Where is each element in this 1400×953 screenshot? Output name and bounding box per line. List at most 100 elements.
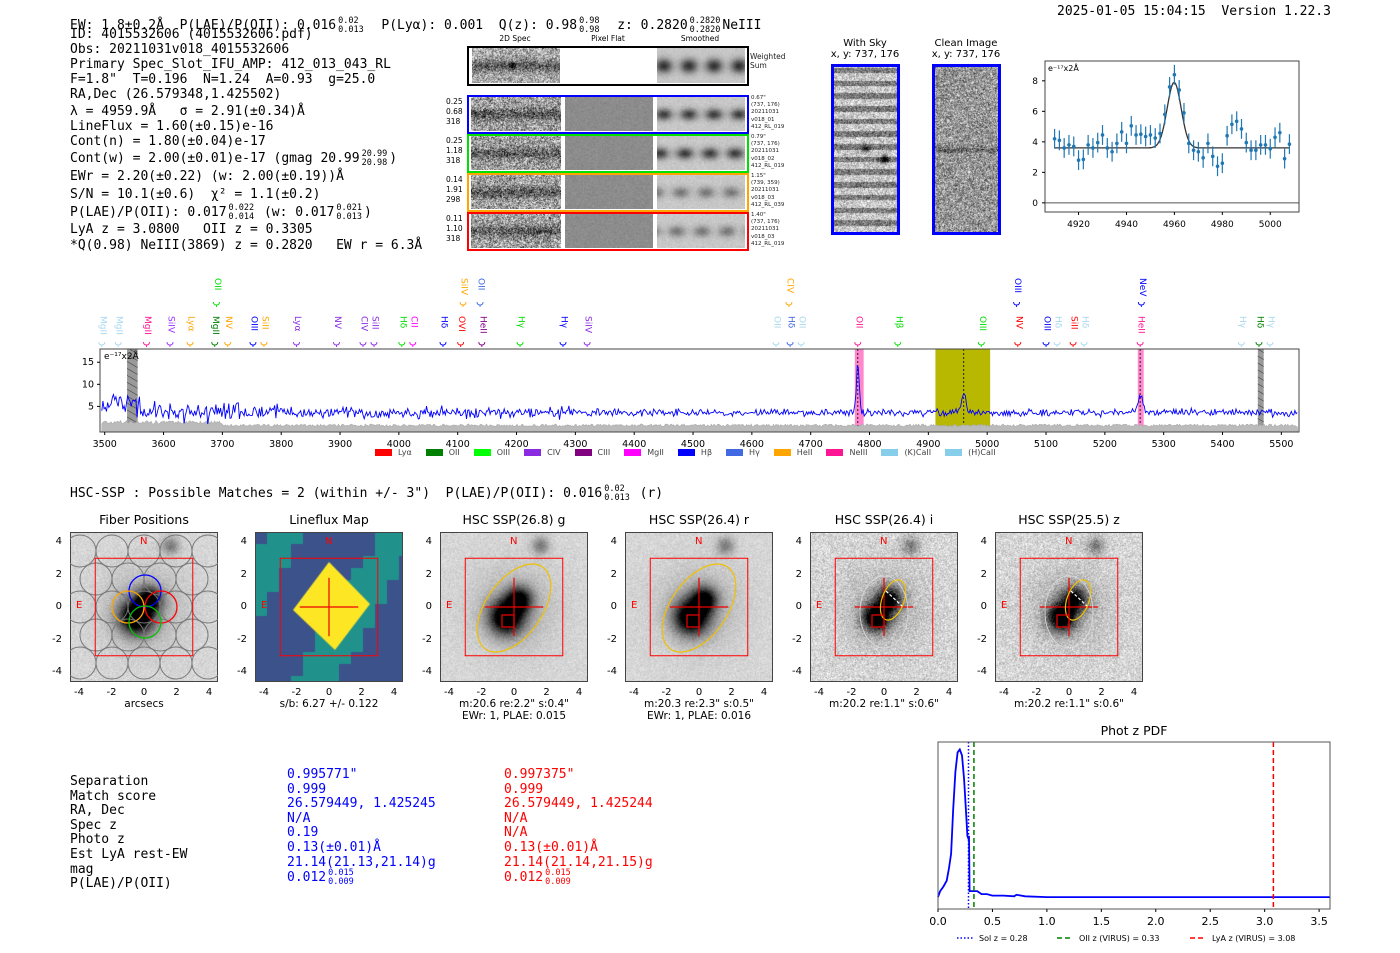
- cutout-title: Fiber Positions: [99, 512, 189, 527]
- search-box: [649, 557, 749, 657]
- search-box: [1019, 557, 1119, 657]
- x-tick-label: 4: [575, 687, 583, 698]
- gmag-range: 20.99 20.98: [362, 150, 388, 167]
- cutout-caption: EWr: 1, PLAE: 0.016: [646, 710, 752, 722]
- full-spectrum-plot: 3500 3600 3700 3800 3900 4000 4100 4200 4300 4400…: [82, 348, 1300, 450]
- legend-label: Lyα: [398, 448, 412, 457]
- y-tick-label: 0: [610, 601, 617, 612]
- data-point: [1134, 133, 1138, 137]
- line-label-brace: [224, 341, 232, 347]
- x-tick-label: 4960: [1163, 220, 1186, 230]
- data-point: [1110, 149, 1114, 154]
- line-label-brace: [1266, 341, 1274, 347]
- y-tick-label: 15: [82, 357, 94, 368]
- clean-image: [932, 64, 1001, 235]
- y-tick-label: -4: [792, 666, 802, 677]
- plot-frame: [1044, 60, 1300, 213]
- fiber-row-info: 0.67" (737, 176) 20211031 v018_01 412_RL_019: [751, 95, 784, 131]
- cutout-frame: [810, 532, 958, 682]
- line-label: Hδ: [1052, 316, 1063, 329]
- x-tick-label: 4400: [622, 439, 646, 450]
- x-tick-label: 5000: [975, 439, 999, 450]
- east-label: E: [261, 600, 268, 611]
- north-label: N: [140, 536, 148, 547]
- line-label-brace: [478, 341, 486, 347]
- fiber-circle: [159, 534, 193, 568]
- legend-item: (K)CaII: [881, 448, 931, 457]
- weighted-sum-row: [467, 46, 749, 86]
- shaded-region: [935, 349, 991, 432]
- cutout-title: HSC SSP(25.5) z: [1018, 512, 1120, 527]
- fiber-stat: 1.18: [446, 146, 463, 155]
- x-tick-label: -4: [74, 687, 84, 698]
- line-label-brace: [1137, 301, 1145, 307]
- x-tick-label: 2.0: [1147, 915, 1165, 928]
- x-tick-label: 4100: [446, 439, 470, 450]
- data-point: [1086, 143, 1090, 147]
- fiber-row-stats: 0.11 1.10 318: [446, 214, 463, 244]
- gmag-lo: 20.98: [361, 157, 388, 168]
- north-label: N: [325, 536, 333, 547]
- cutout-caption: m:20.2 re:1.1" s:0.6": [829, 698, 939, 710]
- spec2d-col-title: Smoothed: [680, 34, 720, 43]
- y-tick-label: 4: [425, 536, 432, 547]
- cutout-title: Lineflux Map: [289, 512, 369, 527]
- data-point: [1278, 130, 1282, 135]
- data-point: [1225, 133, 1229, 138]
- x-tick-label: -4: [629, 687, 639, 698]
- legend-label: Hβ: [700, 448, 713, 457]
- match-value: 26.579449, 1.425245: [287, 796, 436, 811]
- gmag-hi: 20.99: [361, 149, 388, 159]
- line-label: SiIV: [458, 278, 469, 296]
- header-summary: EW: 1.8±0.2Å P(LAE)/P(OII): 0.016 0.02 0.0…: [70, 2, 762, 34]
- data-point: [1186, 141, 1191, 146]
- line-label: OII: [796, 316, 807, 329]
- fiber-info-line: 20211031: [751, 148, 779, 155]
- data-point: [1143, 134, 1148, 139]
- x-tick-label: 0: [325, 687, 333, 698]
- line-label: Hδ: [438, 316, 449, 329]
- data-point: [1254, 148, 1258, 153]
- x-tick-label: -2: [291, 687, 302, 698]
- cutout-title: HSC SSP(26.4) i: [834, 512, 934, 527]
- fiber-info-line: 20211031: [751, 226, 779, 233]
- line-label-brace: [854, 341, 862, 347]
- fiber-circle: [191, 534, 218, 568]
- y-tick-label: 5: [88, 401, 94, 412]
- line-label: OIII: [1012, 278, 1023, 294]
- cutout-caption: m:20.3 re:2.3" s:0.5": [644, 698, 754, 710]
- legend-item: Hβ: [677, 448, 713, 457]
- with-sky-title: With Sky x, y: 737, 176: [830, 38, 900, 60]
- plot-frame: [99, 348, 1300, 433]
- fiber-row: [467, 212, 749, 251]
- line-label: OII: [853, 316, 864, 329]
- hatched-region: [127, 349, 138, 432]
- legend-item: OII: [425, 448, 460, 457]
- info-id: ID: 4015532606 (4015532606.pdf): [70, 27, 313, 42]
- match-value: 26.579449, 1.425244: [504, 796, 653, 811]
- fiber-stat: 318: [446, 156, 461, 165]
- match-value: N/A: [504, 811, 527, 826]
- plae-end: ): [364, 205, 372, 220]
- match-value: 0.995771": [287, 767, 357, 782]
- legend-item: MgII: [624, 448, 664, 457]
- north-label: N: [510, 536, 518, 547]
- selected-fiber-circle: [128, 605, 162, 639]
- line-label-brace: [186, 341, 194, 347]
- info-lineflux: LineFlux = 1.60(±0.15)e-16: [70, 119, 274, 134]
- legend-swatch: [773, 449, 791, 456]
- x-tick-label: 2: [173, 687, 180, 698]
- y-tick-label: 2: [980, 568, 987, 580]
- line-label: OIII: [1041, 316, 1052, 332]
- fiber-circle: [143, 618, 177, 652]
- fiber-pixel-flat: [565, 214, 653, 248]
- match-value-text: 21.14(21.13,21.14)g: [287, 854, 436, 870]
- data-point: [1258, 143, 1263, 147]
- hsc-plae-hi: 0.02: [604, 484, 625, 494]
- x-tick-label: 3900: [328, 439, 352, 450]
- line-label: CII: [408, 316, 419, 328]
- line-label-brace: [249, 341, 257, 347]
- search-box: [834, 557, 934, 657]
- info-contw: Cont(w) = 2.00(±0.01)e-17 (gmag 20.99 20.…: [70, 150, 397, 167]
- legend-item: (H)CaII: [945, 448, 996, 457]
